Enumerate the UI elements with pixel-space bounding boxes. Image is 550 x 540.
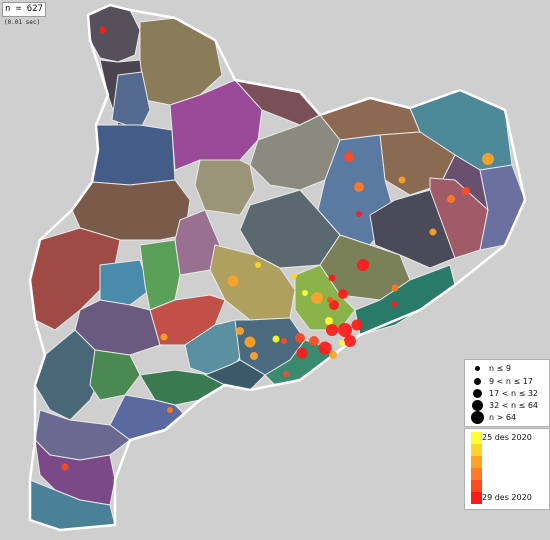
case-marker[interactable] — [447, 195, 455, 203]
case-marker[interactable] — [291, 273, 297, 279]
ramp-step — [471, 456, 482, 468]
comarca-region[interactable] — [169, 79, 263, 171]
case-marker[interactable] — [344, 335, 356, 347]
case-marker[interactable] — [283, 371, 289, 377]
comarca-region[interactable] — [71, 179, 191, 241]
comarca-region[interactable] — [369, 189, 456, 269]
case-marker[interactable] — [296, 347, 308, 359]
case-marker[interactable] — [429, 228, 437, 236]
case-marker[interactable] — [357, 259, 369, 271]
case-marker[interactable] — [311, 292, 323, 304]
case-marker[interactable] — [338, 289, 348, 299]
comarca-region[interactable] — [34, 329, 101, 421]
ramp-step — [471, 480, 482, 492]
ramp-step — [471, 432, 482, 444]
case-marker[interactable] — [295, 333, 305, 343]
case-marker[interactable] — [272, 335, 280, 343]
case-marker[interactable] — [391, 301, 397, 307]
date-end-label: 29 des 2020 — [482, 493, 532, 502]
case-marker[interactable] — [356, 211, 362, 217]
case-marker[interactable] — [351, 319, 363, 331]
case-marker[interactable] — [329, 351, 337, 359]
ramp-step — [471, 492, 482, 504]
date-legend: 25 des 2020 29 des 2020 — [464, 428, 550, 510]
case-marker[interactable] — [236, 327, 244, 335]
case-marker[interactable] — [61, 463, 69, 471]
case-marker[interactable] — [99, 26, 107, 34]
cases-layer — [61, 26, 494, 471]
case-marker[interactable] — [318, 341, 332, 355]
case-marker[interactable] — [227, 275, 239, 287]
size-dot-icon — [471, 411, 484, 424]
case-marker[interactable] — [309, 336, 319, 346]
size-dot-icon — [474, 378, 481, 385]
case-marker[interactable] — [338, 323, 352, 337]
case-marker[interactable] — [391, 284, 399, 292]
size-legend: n ≤ 9 9 < n ≤ 17 17 < n ≤ 32 32 < n ≤ 64… — [464, 359, 550, 427]
case-marker[interactable] — [250, 352, 258, 360]
case-marker[interactable] — [302, 290, 308, 296]
size-legend-item: 32 < n ≤ 64 — [465, 399, 549, 412]
size-dot-icon — [472, 400, 483, 411]
case-marker[interactable] — [462, 187, 470, 195]
size-legend-item: n ≤ 9 — [465, 362, 549, 375]
date-color-ramp — [471, 432, 482, 504]
size-legend-item: 17 < n ≤ 32 — [465, 387, 549, 400]
case-marker[interactable] — [255, 262, 261, 268]
comarca-region[interactable] — [194, 159, 256, 216]
count-box: n = 627 — [2, 2, 46, 17]
case-marker[interactable] — [328, 274, 336, 282]
case-marker[interactable] — [167, 407, 173, 413]
case-marker[interactable] — [327, 297, 333, 303]
comarca-region[interactable] — [99, 259, 151, 306]
case-marker[interactable] — [482, 153, 494, 165]
size-legend-item: n > 64 — [465, 411, 549, 424]
case-marker[interactable] — [244, 336, 256, 348]
case-marker[interactable] — [344, 152, 354, 162]
case-marker[interactable] — [325, 317, 333, 325]
ramp-step — [471, 444, 482, 456]
size-dot-icon — [473, 389, 482, 398]
date-start-label: 25 des 2020 — [482, 433, 532, 442]
ramp-step — [471, 468, 482, 480]
comarques-layer — [28, 3, 527, 532]
comarca-region[interactable] — [34, 439, 116, 506]
coastline — [28, 3, 527, 532]
size-legend-item: 9 < n ≤ 17 — [465, 375, 549, 388]
case-marker[interactable] — [398, 176, 406, 184]
case-marker[interactable] — [339, 340, 345, 346]
case-marker[interactable] — [326, 324, 338, 336]
comarca-region[interactable] — [294, 264, 356, 331]
comarca-region[interactable] — [111, 71, 151, 131]
comarca-region[interactable] — [91, 124, 176, 186]
case-marker[interactable] — [354, 182, 364, 192]
case-marker[interactable] — [160, 333, 168, 341]
case-marker[interactable] — [281, 338, 287, 344]
time-label: (0.01 sec) — [4, 19, 41, 26]
comarca-region[interactable] — [149, 294, 226, 346]
size-dot-icon — [475, 366, 480, 371]
